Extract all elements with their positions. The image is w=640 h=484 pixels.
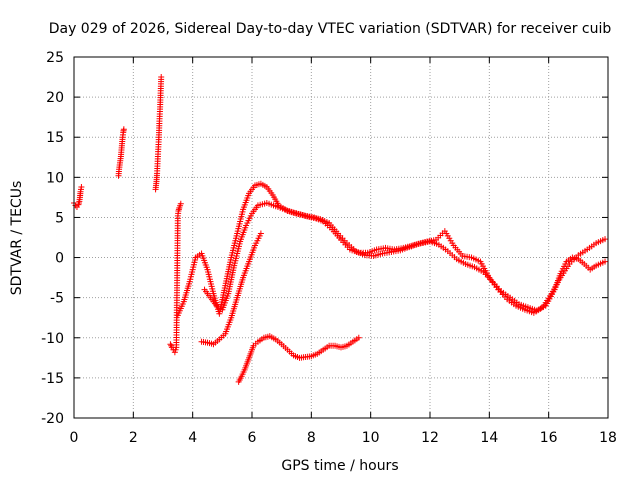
data-point — [602, 258, 609, 265]
x-tick-label: 18 — [599, 430, 617, 446]
data-point — [78, 183, 85, 190]
y-tick-label: -5 — [50, 291, 64, 307]
x-tick-label: 2 — [129, 430, 138, 446]
x-tick-label: 0 — [70, 430, 79, 446]
y-tick-label: 20 — [46, 90, 64, 106]
series — [152, 74, 165, 193]
data-point — [602, 236, 609, 243]
x-tick-label: 4 — [188, 430, 197, 446]
x-axis-label: GPS time / hours — [281, 458, 398, 474]
x-tick-label: 12 — [421, 430, 439, 446]
x-tick-label: 16 — [540, 430, 558, 446]
data-point — [355, 334, 362, 341]
series — [201, 200, 609, 316]
x-tick-label: 8 — [307, 430, 316, 446]
data-points — [71, 74, 609, 385]
ticks: 0 2 4 6 8 10 12 14 16 18 -20 -15 -10 -5 0 5 10 15 20 25 — [41, 50, 617, 446]
series — [198, 230, 264, 348]
data-point — [158, 74, 165, 81]
x-tick-label: 6 — [248, 430, 257, 446]
series — [235, 333, 362, 385]
y-tick-label: 10 — [46, 170, 64, 186]
y-tick-label: 25 — [46, 50, 64, 66]
y-axis-label: SDTVAR / TECUs — [9, 181, 25, 296]
chart-title: Day 029 of 2026, Sidereal Day-to-day VTE… — [49, 21, 612, 37]
plot-frame — [73, 56, 609, 419]
y-tick-label: -15 — [41, 371, 64, 387]
y-tick-label: 0 — [55, 251, 64, 267]
grid — [74, 57, 608, 418]
data-point — [177, 200, 184, 207]
y-tick-label: 15 — [46, 130, 64, 146]
y-tick-label: -10 — [41, 331, 64, 347]
series — [115, 126, 127, 179]
y-tick-label: -20 — [41, 411, 64, 427]
data-point — [257, 230, 264, 237]
x-tick-label: 14 — [480, 430, 498, 446]
y-tick-label: 5 — [55, 210, 64, 226]
x-tick-label: 10 — [362, 430, 380, 446]
data-point — [120, 126, 127, 133]
